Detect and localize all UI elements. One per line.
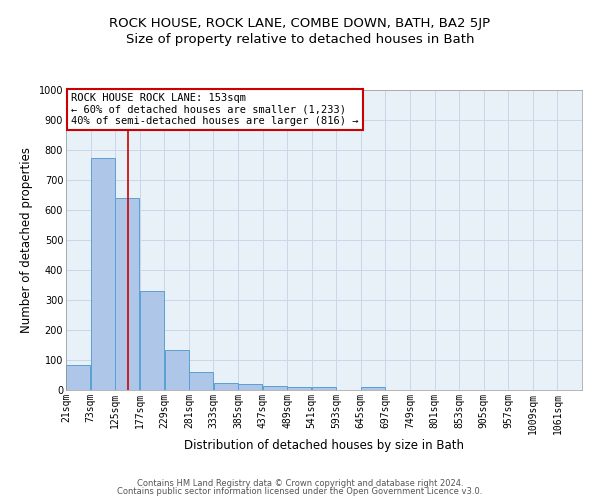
Bar: [115, 198, 139, 390]
Bar: [66, 364, 91, 390]
Bar: [214, 382, 238, 390]
Bar: [361, 387, 385, 390]
Text: Contains public sector information licensed under the Open Government Licence v3: Contains public sector information licen…: [118, 487, 482, 496]
Bar: [91, 158, 115, 390]
Bar: [287, 387, 311, 390]
Bar: [164, 350, 188, 390]
Bar: [263, 386, 287, 390]
Bar: [238, 384, 262, 390]
Text: Contains HM Land Registry data © Crown copyright and database right 2024.: Contains HM Land Registry data © Crown c…: [137, 478, 463, 488]
Bar: [312, 387, 336, 390]
Text: ROCK HOUSE ROCK LANE: 153sqm
← 60% of detached houses are smaller (1,233)
40% of: ROCK HOUSE ROCK LANE: 153sqm ← 60% of de…: [71, 93, 359, 126]
Bar: [189, 372, 213, 390]
Y-axis label: Number of detached properties: Number of detached properties: [20, 147, 33, 333]
X-axis label: Distribution of detached houses by size in Bath: Distribution of detached houses by size …: [184, 440, 464, 452]
Bar: [140, 291, 164, 390]
Text: ROCK HOUSE, ROCK LANE, COMBE DOWN, BATH, BA2 5JP: ROCK HOUSE, ROCK LANE, COMBE DOWN, BATH,…: [109, 18, 491, 30]
Text: Size of property relative to detached houses in Bath: Size of property relative to detached ho…: [126, 32, 474, 46]
